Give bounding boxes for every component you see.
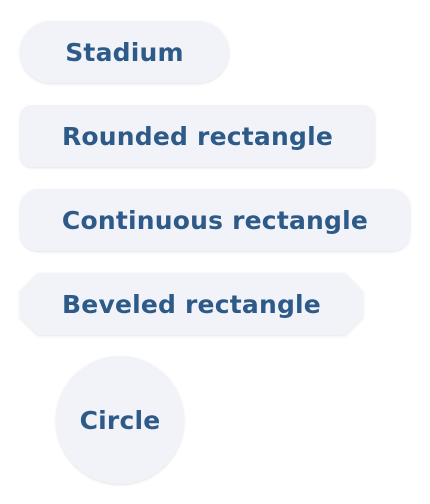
rounded-rectangle-button[interactable]: Rounded rectangle [20, 105, 375, 167]
continuous-rectangle-button-label: Continuous rectangle [61, 205, 369, 235]
circle-button[interactable]: Circle [56, 356, 184, 484]
stadium-button-label: Stadium [65, 37, 184, 67]
rounded-rectangle-button-label: Rounded rectangle [61, 121, 333, 151]
beveled-rectangle-button-wrapper: Beveled rectangle [20, 273, 363, 335]
continuous-rectangle-button[interactable]: Continuous rectangle [20, 189, 410, 251]
circle-button-label: Circle [79, 405, 161, 435]
beveled-rectangle-button-label: Beveled rectangle [62, 289, 321, 319]
stadium-button[interactable]: Stadium [20, 21, 229, 83]
beveled-rectangle-button[interactable]: Beveled rectangle [20, 273, 363, 335]
